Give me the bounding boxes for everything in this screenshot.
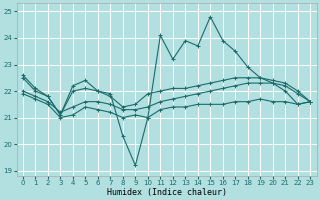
X-axis label: Humidex (Indice chaleur): Humidex (Indice chaleur) [107, 188, 227, 197]
